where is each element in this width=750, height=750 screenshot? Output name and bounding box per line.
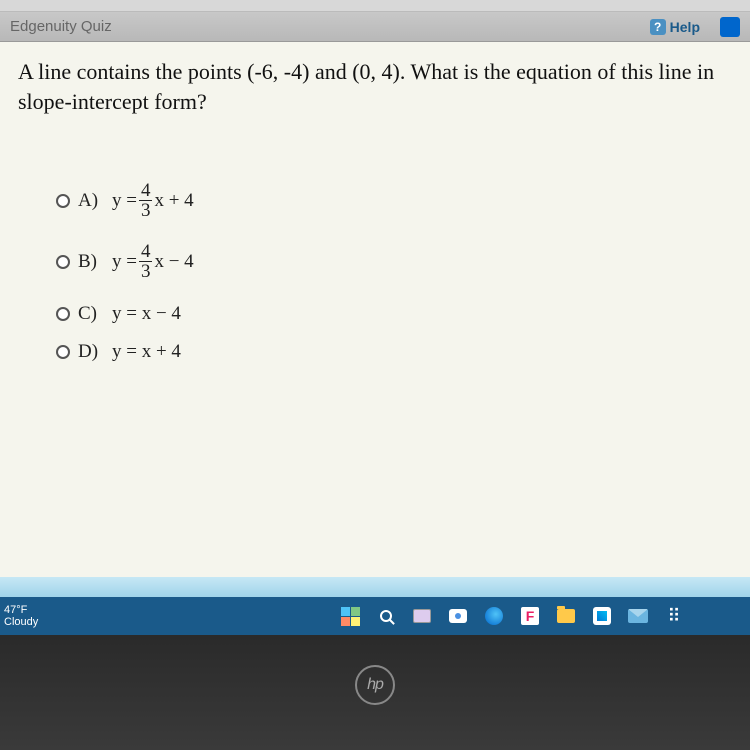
search-icon [380, 610, 392, 622]
start-button[interactable] [340, 606, 360, 626]
mail-button[interactable] [628, 606, 648, 626]
radio-icon[interactable] [56, 345, 70, 359]
chat-icon [449, 609, 467, 623]
mail-icon [628, 609, 648, 623]
quiz-header-bar: Edgenuity Quiz ? Help [0, 12, 750, 42]
option-letter: A) [78, 190, 104, 212]
header-action-box[interactable] [720, 17, 740, 37]
option-letter: C) [78, 303, 104, 325]
option-letter: B) [78, 251, 104, 273]
radio-icon[interactable] [56, 255, 70, 269]
store-button[interactable] [592, 606, 612, 626]
option-c[interactable]: C) y = x − 4 [56, 303, 730, 325]
edge-button[interactable] [484, 606, 504, 626]
answer-options: A) y = 4 3 x + 4 B) y = 4 3 [18, 181, 730, 363]
chat-button[interactable] [448, 606, 468, 626]
quiz-content: A line contains the points (-6, -4) and … [0, 42, 750, 577]
folder-icon [557, 609, 575, 623]
screen: Edgenuity Quiz ? Help A line contains th… [0, 0, 750, 635]
windows-taskbar: 47°F Cloudy F ⠿ [0, 597, 750, 635]
help-button[interactable]: ? Help [650, 19, 700, 35]
app-f-button[interactable]: F [520, 606, 540, 626]
f-icon: F [521, 607, 539, 625]
browser-chrome-strip [0, 0, 750, 12]
option-equation: y = 4 3 x − 4 [112, 242, 194, 281]
laptop-chassis: hp [0, 635, 750, 750]
weather-widget[interactable]: 47°F Cloudy [0, 604, 38, 628]
fraction: 4 3 [139, 242, 153, 281]
store-icon [593, 607, 611, 625]
option-equation: y = x − 4 [112, 303, 181, 325]
option-equation: y = 4 3 x + 4 [112, 181, 194, 220]
header-right-group: ? Help [650, 17, 740, 37]
accent-bar [0, 577, 750, 597]
question-text: A line contains the points (-6, -4) and … [18, 57, 730, 116]
option-equation: y = x + 4 [112, 341, 181, 363]
help-icon: ? [650, 19, 666, 35]
taskbar-icons: F ⠿ [340, 606, 684, 626]
option-b[interactable]: B) y = 4 3 x − 4 [56, 242, 730, 281]
option-letter: D) [78, 341, 104, 363]
search-button[interactable] [376, 606, 396, 626]
edge-icon [485, 607, 503, 625]
option-d[interactable]: D) y = x + 4 [56, 341, 730, 363]
app-title: Edgenuity Quiz [10, 18, 112, 35]
help-label: Help [670, 19, 700, 35]
windows-logo-icon [341, 607, 360, 626]
dropbox-button[interactable]: ⠿ [664, 606, 684, 626]
hp-logo: hp [355, 665, 395, 705]
option-a[interactable]: A) y = 4 3 x + 4 [56, 181, 730, 220]
dropbox-icon: ⠿ [667, 606, 680, 627]
radio-icon[interactable] [56, 307, 70, 321]
weather-condition: Cloudy [4, 616, 38, 628]
file-explorer-button[interactable] [556, 606, 576, 626]
radio-icon[interactable] [56, 194, 70, 208]
fraction: 4 3 [139, 181, 153, 220]
task-view-button[interactable] [412, 606, 432, 626]
taskview-icon [413, 609, 431, 623]
temperature: 47°F [4, 604, 38, 616]
